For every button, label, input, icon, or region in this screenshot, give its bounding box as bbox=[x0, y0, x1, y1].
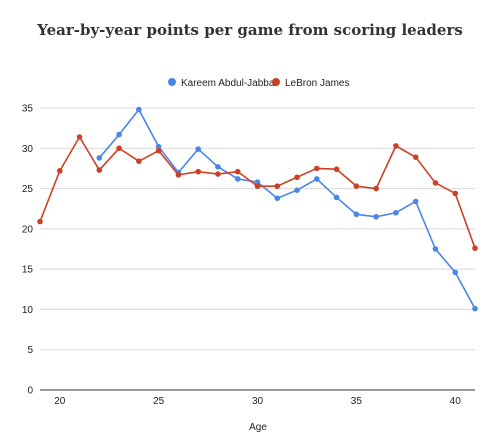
data-point-lebron bbox=[96, 167, 103, 173]
x-tick-label: 25 bbox=[153, 396, 165, 407]
data-point-kareem bbox=[136, 106, 142, 113]
data-point-lebron bbox=[412, 154, 419, 160]
data-point-kareem bbox=[353, 211, 360, 218]
y-tick-label: 20 bbox=[22, 224, 34, 235]
data-point-kareem bbox=[274, 195, 281, 202]
y-tick-label: 0 bbox=[27, 386, 33, 397]
data-point-lebron bbox=[76, 134, 83, 140]
y-tick-label: 5 bbox=[27, 345, 33, 356]
data-point-kareem bbox=[96, 155, 103, 161]
x-tick-label: 20 bbox=[54, 396, 66, 407]
data-point-lebron bbox=[373, 185, 379, 192]
data-point-kareem bbox=[393, 209, 399, 216]
series-kareem bbox=[96, 106, 478, 312]
data-point-kareem bbox=[234, 176, 241, 182]
data-point-kareem bbox=[116, 131, 122, 138]
data-point-lebron bbox=[432, 180, 439, 186]
data-point-kareem bbox=[412, 198, 419, 205]
chart-title: Year-by-year points per game from scorin… bbox=[36, 21, 463, 39]
data-point-lebron bbox=[393, 143, 399, 149]
data-point-kareem bbox=[294, 187, 300, 193]
data-point-kareem bbox=[333, 194, 340, 201]
series-line-kareem bbox=[98, 108, 476, 310]
data-point-lebron bbox=[452, 190, 459, 197]
data-point-lebron bbox=[116, 145, 122, 152]
legend-marker-lebron bbox=[272, 78, 280, 86]
data-point-lebron bbox=[333, 166, 340, 173]
data-point-lebron bbox=[234, 168, 241, 175]
data-point-kareem bbox=[155, 143, 162, 150]
x-axis-ticks: 20 25 30 35 40 bbox=[54, 396, 461, 407]
data-point-lebron bbox=[195, 168, 201, 175]
data-point-lebron bbox=[254, 183, 261, 189]
x-tick-label: 35 bbox=[351, 396, 363, 407]
data-point-kareem bbox=[314, 176, 320, 182]
legend: Kareem Abdul-Jabbar LeBron James bbox=[168, 78, 349, 89]
series bbox=[37, 106, 478, 312]
data-point-kareem bbox=[373, 213, 379, 220]
y-tick-label: 35 bbox=[22, 104, 34, 115]
data-point-kareem bbox=[254, 179, 261, 185]
data-point-lebron bbox=[175, 172, 182, 178]
x-axis-label: Age bbox=[249, 422, 267, 433]
legend-marker-kareem bbox=[168, 78, 176, 86]
data-point-lebron bbox=[314, 165, 320, 172]
y-tick-label: 15 bbox=[22, 265, 34, 276]
y-axis-ticks: 0 5 10 15 20 25 30 35 bbox=[22, 104, 34, 397]
y-tick-label: 10 bbox=[22, 305, 34, 316]
y-tick-label: 30 bbox=[22, 144, 34, 155]
data-point-kareem bbox=[452, 269, 459, 276]
series-line-lebron bbox=[39, 136, 476, 249]
legend-label-kareem: Kareem Abdul-Jabbar bbox=[181, 78, 278, 89]
data-point-lebron bbox=[37, 218, 43, 225]
data-point-kareem bbox=[195, 146, 201, 152]
data-point-kareem bbox=[215, 164, 221, 170]
x-tick-label: 40 bbox=[450, 396, 462, 407]
data-point-lebron bbox=[353, 183, 360, 189]
data-point-lebron bbox=[155, 147, 162, 154]
data-point-lebron bbox=[294, 174, 300, 181]
legend-label-lebron: LeBron James bbox=[285, 78, 349, 89]
data-point-lebron bbox=[274, 183, 281, 189]
data-point-lebron bbox=[56, 168, 63, 174]
data-point-kareem bbox=[432, 246, 439, 252]
data-point-lebron bbox=[215, 171, 221, 177]
data-point-lebron bbox=[136, 158, 142, 164]
data-point-kareem bbox=[472, 305, 478, 312]
series-lebron bbox=[37, 134, 478, 251]
y-tick-label: 25 bbox=[22, 184, 34, 195]
data-point-lebron bbox=[472, 245, 478, 251]
x-tick-label: 30 bbox=[252, 396, 264, 407]
